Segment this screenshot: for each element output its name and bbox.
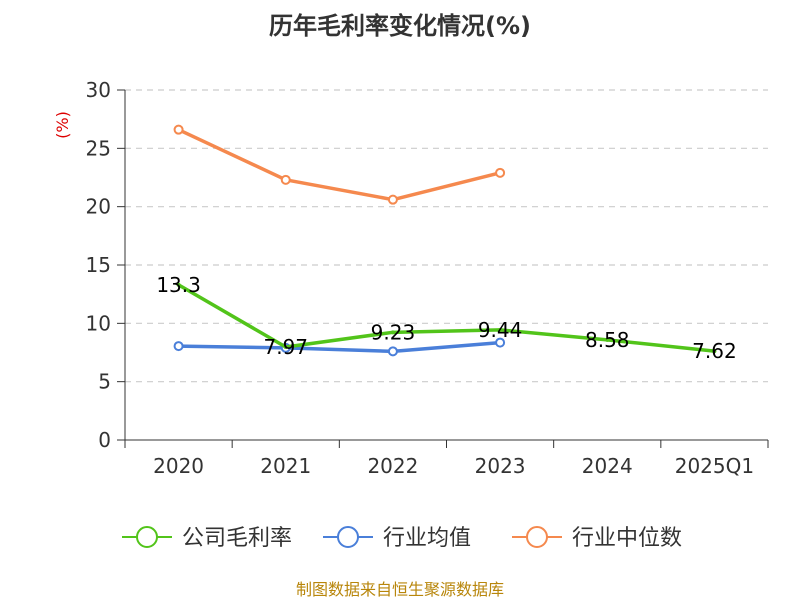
- legend-marker: [526, 526, 548, 548]
- x-tick-label: 2024: [582, 454, 633, 478]
- x-tick-label: 2021: [260, 454, 311, 478]
- series-2: [173, 124, 506, 205]
- x-tick-label: 2022: [367, 454, 418, 478]
- series-1: [173, 337, 506, 357]
- series-point: [176, 282, 181, 287]
- series-line: [176, 127, 502, 202]
- series-point: [498, 327, 503, 332]
- series-line: [176, 340, 502, 354]
- legend-item-1: 行业均值: [323, 526, 471, 551]
- series-layer: [173, 124, 717, 357]
- y-tick-label: 10: [86, 311, 111, 335]
- legend-marker: [337, 526, 359, 548]
- legend-item-2: 行业中位数: [512, 526, 682, 551]
- data-label: 8.58: [585, 328, 630, 352]
- axes: 0 5 10 15 20 25 30 2020 2021 2022 2023 2024 2025Q1: [86, 78, 769, 478]
- y-tick-label: 15: [86, 253, 111, 277]
- series-point: [712, 349, 717, 354]
- data-label: 7.97: [263, 335, 308, 359]
- legend-marker: [136, 526, 158, 548]
- series-point: [390, 330, 395, 335]
- grid-lines: [125, 89, 768, 383]
- series-point: [283, 345, 288, 350]
- series-point: [280, 174, 291, 185]
- source-note: 制图数据来自恒生聚源数据库: [296, 580, 504, 599]
- data-label: 9.44: [478, 318, 523, 342]
- series-point: [387, 194, 398, 205]
- y-tick-label: 5: [98, 370, 111, 394]
- series-point: [387, 346, 398, 357]
- series-point: [495, 337, 506, 348]
- chart-title: 历年毛利率变化情况(%): [269, 12, 531, 40]
- x-tick-label: 2025Q1: [675, 454, 754, 478]
- data-label: 13.3: [156, 273, 201, 297]
- legend-label: 行业中位数: [572, 526, 682, 551]
- x-tick-label: 2023: [475, 454, 526, 478]
- y-tick-label: 25: [86, 136, 111, 160]
- legend: 公司毛利率 行业均值 行业中位数: [122, 526, 682, 551]
- legend-label: 行业均值: [383, 526, 471, 551]
- y-tick-label: 20: [86, 195, 111, 219]
- series-line: [176, 283, 717, 353]
- series-point: [173, 124, 184, 135]
- y-axis-unit-label: (%): [53, 111, 72, 139]
- data-label: 7.62: [692, 339, 737, 363]
- y-tick-label: 30: [86, 78, 111, 102]
- series-point: [605, 337, 610, 342]
- x-tick-label: 2020: [153, 454, 204, 478]
- data-labels: 13.3 7.97 9.23 9.44 8.58 7.62: [156, 273, 736, 363]
- series-0: [176, 282, 717, 354]
- data-label: 9.23: [371, 320, 416, 344]
- legend-item-0: 公司毛利率: [122, 526, 292, 551]
- legend-label: 公司毛利率: [182, 526, 292, 551]
- series-point: [173, 341, 184, 352]
- y-tick-label: 0: [98, 428, 111, 452]
- series-point: [495, 167, 506, 178]
